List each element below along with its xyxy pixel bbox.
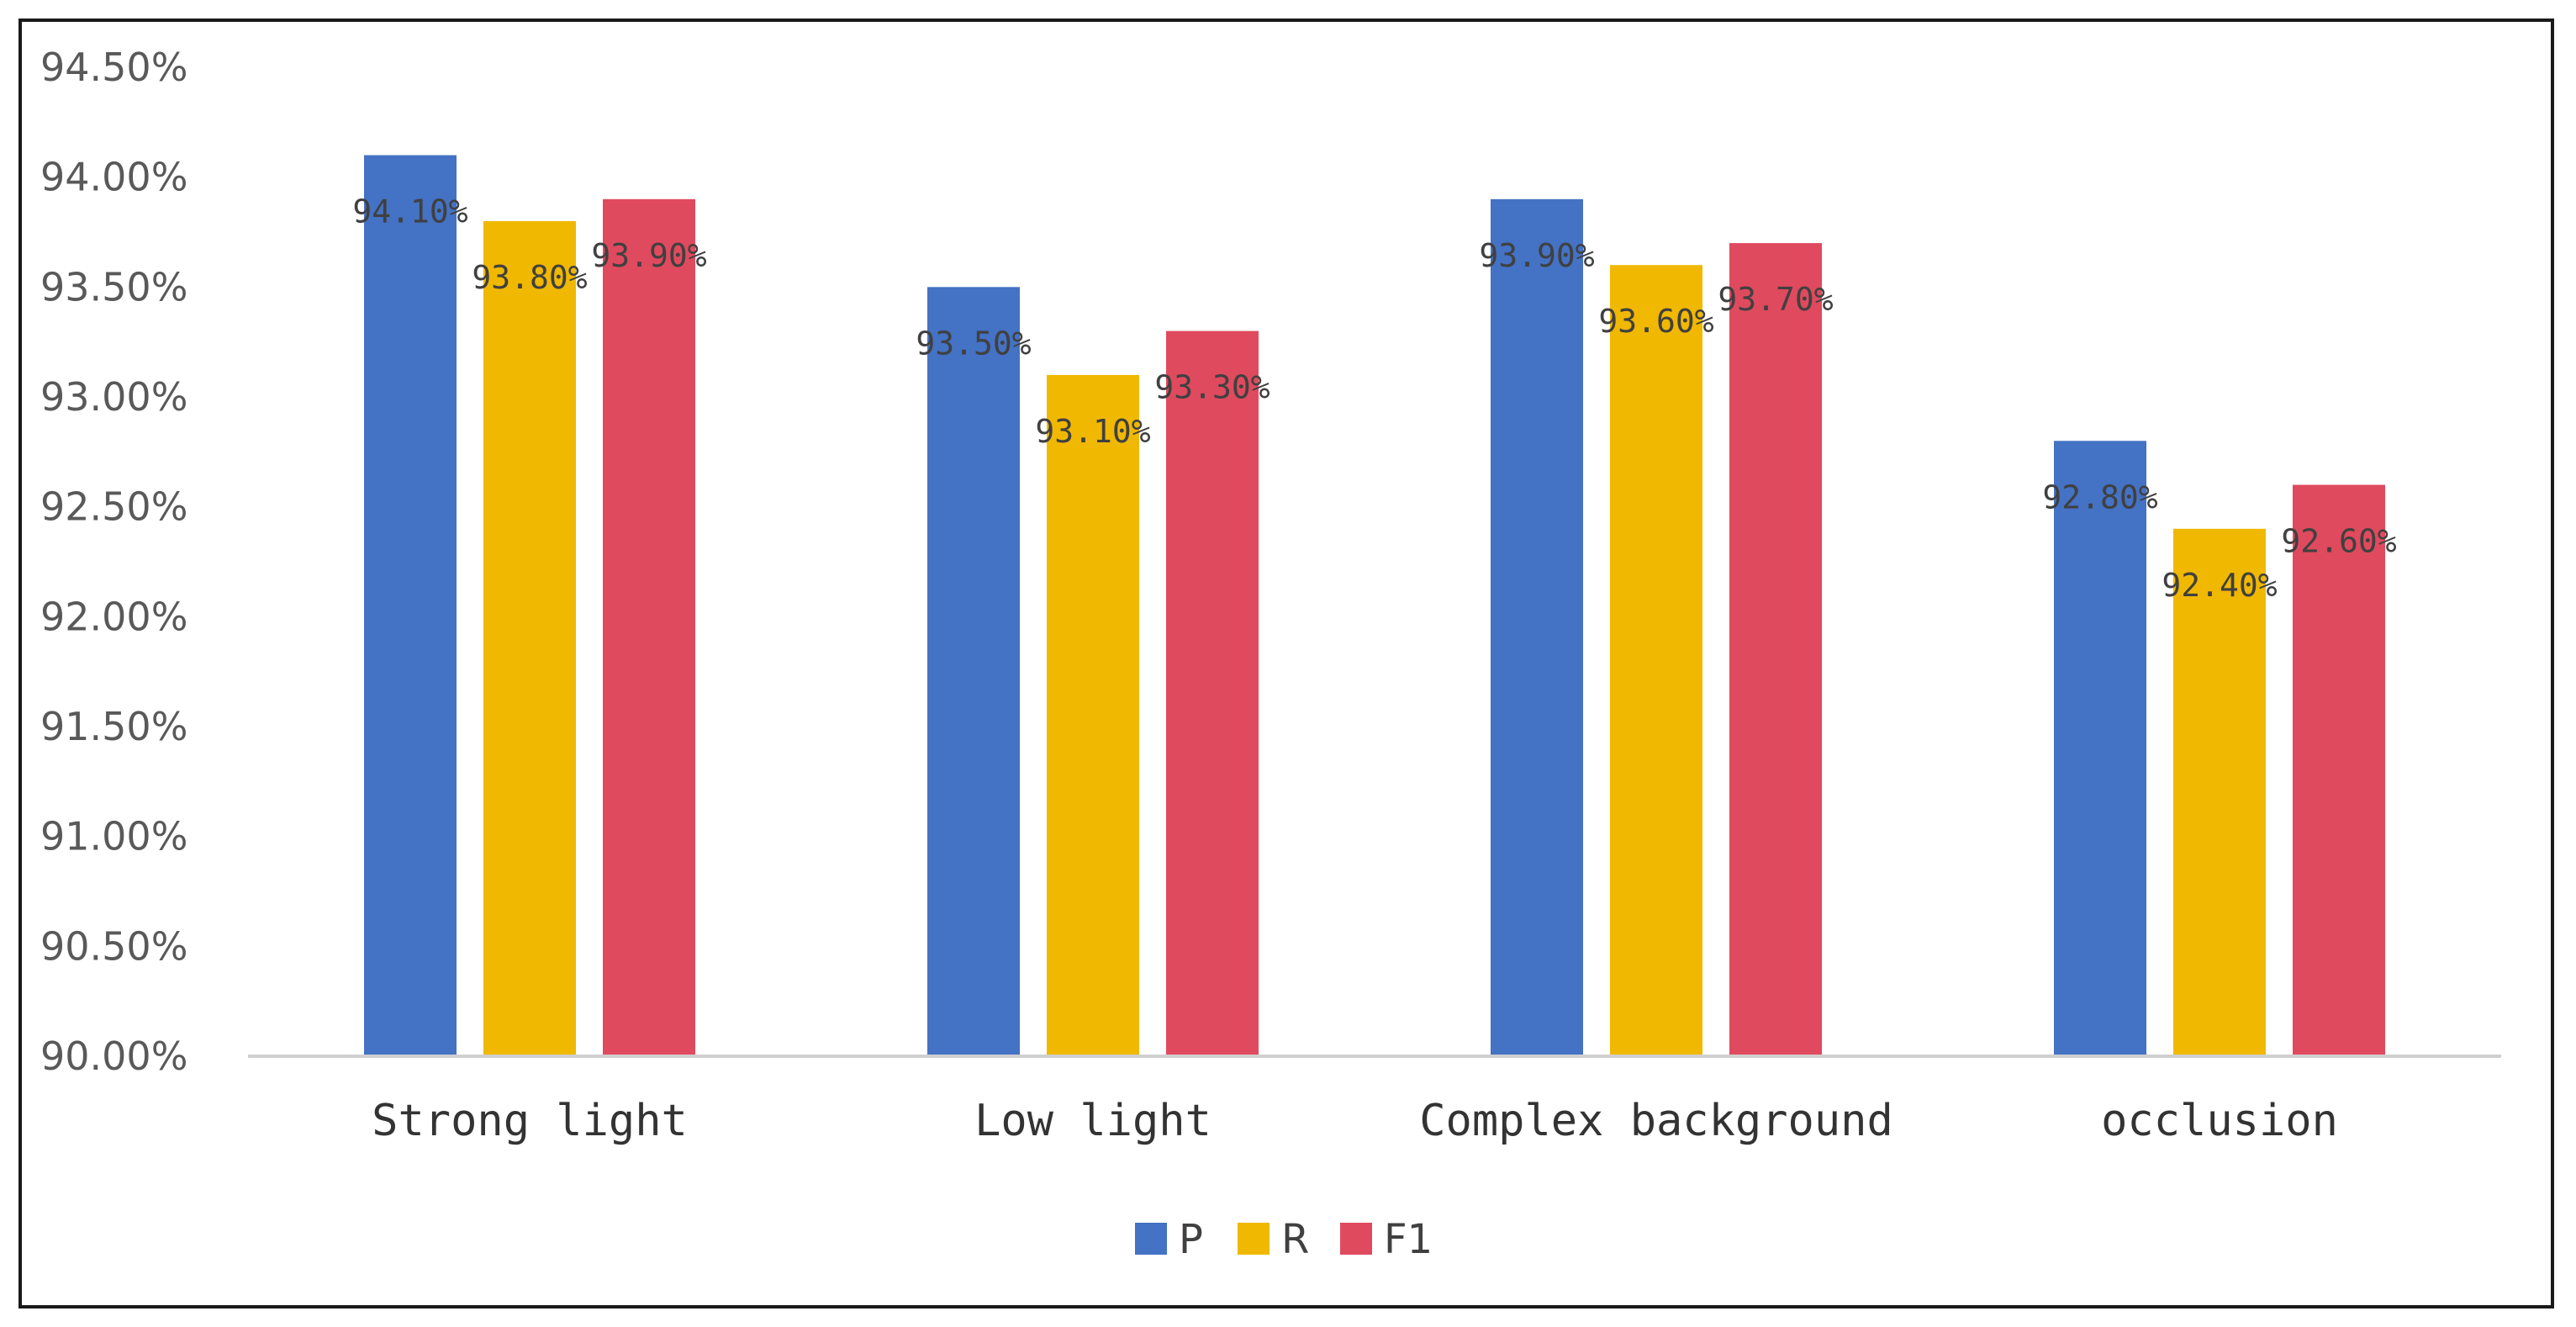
data-label: 93.50%: [916, 325, 1031, 362]
bar-r-1: [1047, 374, 1139, 1056]
y-tick-label: 91.50%: [40, 704, 187, 749]
data-label: 93.30%: [1154, 369, 1270, 406]
x-tick-label: Complex background: [1419, 1096, 1893, 1146]
legend-label-r: R: [1281, 1216, 1309, 1263]
data-label: 93.60%: [1598, 303, 1713, 340]
bar-r-0: [483, 220, 576, 1056]
y-tick-label: 92.50%: [40, 484, 187, 530]
x-axis: Strong light Low light Complex background o…: [248, 1055, 2501, 1146]
legend-label-p: P: [1179, 1216, 1203, 1263]
bar-r-3: [2173, 528, 2266, 1056]
x-tick-label: occlusion: [2101, 1096, 2338, 1146]
bar-f1-3: [2293, 484, 2385, 1056]
x-tick-label: Strong light: [372, 1096, 688, 1146]
y-tick-label: 93.50%: [40, 264, 187, 309]
y-tick-label: 94.00%: [40, 155, 187, 200]
bar-p-1: [927, 287, 1020, 1056]
y-tick-label: 94.50%: [40, 45, 187, 90]
data-label: 93.80%: [472, 259, 587, 296]
bar-p-0: [364, 155, 457, 1057]
y-axis: 90.00% 90.50% 91.00% 91.50% 92.00% 92.50% 93.0…: [40, 45, 187, 1079]
y-tick-label: 90.00%: [40, 1034, 187, 1079]
data-label: 94.10%: [352, 193, 467, 230]
bar-p-3: [2054, 441, 2146, 1056]
legend-swatch-p: [1135, 1223, 1167, 1255]
bar-f1-1: [1166, 330, 1259, 1057]
legend-label-f1: F1: [1384, 1216, 1433, 1263]
data-label: 92.60%: [2281, 523, 2396, 560]
bar-r-2: [1610, 265, 1702, 1056]
y-tick-label: 90.50%: [40, 923, 187, 969]
x-tick-label: Low light: [974, 1096, 1211, 1146]
legend-swatch-f1: [1340, 1223, 1372, 1255]
data-label: 93.70%: [1718, 281, 1833, 318]
data-label: 92.40%: [2162, 567, 2277, 604]
data-label: 92.80%: [2042, 478, 2157, 515]
data-label: 93.10%: [1035, 413, 1150, 450]
y-tick-label: 91.00%: [40, 814, 187, 859]
y-tick-label: 93.00%: [40, 374, 187, 420]
bar-f1-0: [603, 198, 695, 1057]
data-label: 93.90%: [1479, 237, 1594, 274]
legend-swatch-r: [1238, 1223, 1270, 1255]
bar-p-2: [1491, 198, 1583, 1057]
legend: P R F1: [1135, 1216, 1433, 1263]
bar-f1-2: [1729, 243, 1822, 1057]
data-label: 93.90%: [591, 237, 706, 274]
y-tick-label: 92.00%: [40, 594, 187, 639]
bars: 94.10%93.80%93.90%93.50%93.10%93.30%93.9…: [352, 155, 2397, 1057]
